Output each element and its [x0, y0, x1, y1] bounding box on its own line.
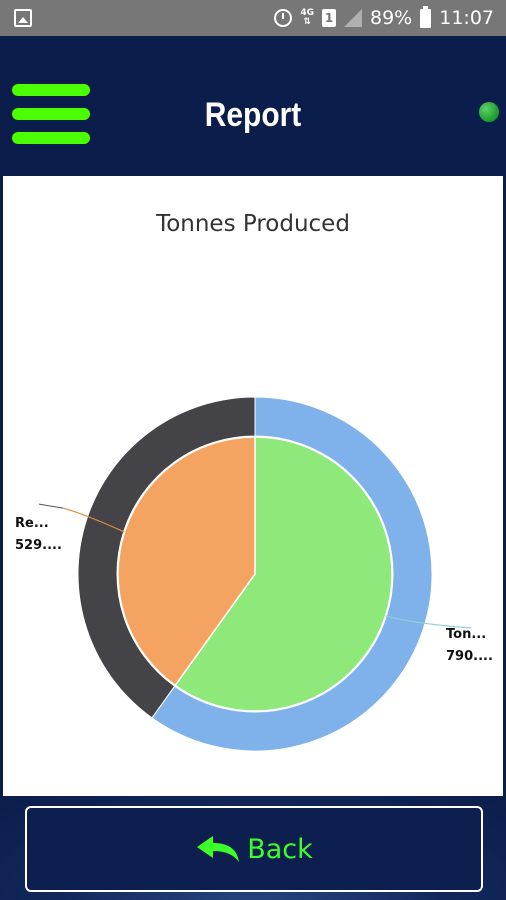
status-icons: 4G ⇅ 1 89% 11:07 — [274, 0, 494, 36]
app-header: Report — [0, 36, 506, 176]
outer-slice-1 — [77, 396, 256, 719]
battery-icon — [420, 5, 432, 28]
label-re-name: Re... — [15, 516, 49, 531]
inner-slice-0 — [174, 436, 393, 712]
chart-title: Tonnes Produced — [156, 211, 350, 237]
inner-ring — [117, 436, 393, 712]
alarm-icon — [274, 9, 293, 27]
outer-slice-0 — [151, 396, 433, 752]
leader-line-re-tail — [38, 503, 64, 509]
sim-icon: 1 — [322, 9, 336, 27]
clock: 11:07 — [439, 7, 494, 29]
gallery-icon — [14, 9, 32, 27]
status-bar: 4G ⇅ 1 89% 11:07 — [0, 0, 506, 36]
page-title: Report — [204, 96, 302, 134]
donut-chart: Re... 529.... Ton... 790.... — [15, 396, 493, 752]
footer: Back — [0, 796, 506, 900]
label-ton-value: 790.... — [446, 649, 493, 664]
leader-line-ton — [385, 615, 472, 629]
reply-arrow-icon — [197, 836, 240, 862]
label-re-value: 529.... — [15, 538, 62, 553]
back-button-label: Back — [247, 833, 313, 865]
signal-icon — [344, 9, 362, 27]
battery-percent: 89% — [370, 7, 413, 29]
back-button[interactable]: Back — [25, 806, 483, 892]
outer-ring — [77, 396, 433, 752]
leader-line-re — [62, 507, 125, 533]
leader-lines — [38, 503, 472, 629]
network-icon: 4G ⇅ — [300, 8, 314, 27]
hamburger-menu-icon[interactable] — [12, 84, 90, 148]
label-ton-name: Ton... — [446, 627, 486, 642]
status-indicator-icon — [479, 102, 499, 122]
chart-card: Tonnes Produced Re... 529.... Ton... 790… — [3, 176, 503, 796]
